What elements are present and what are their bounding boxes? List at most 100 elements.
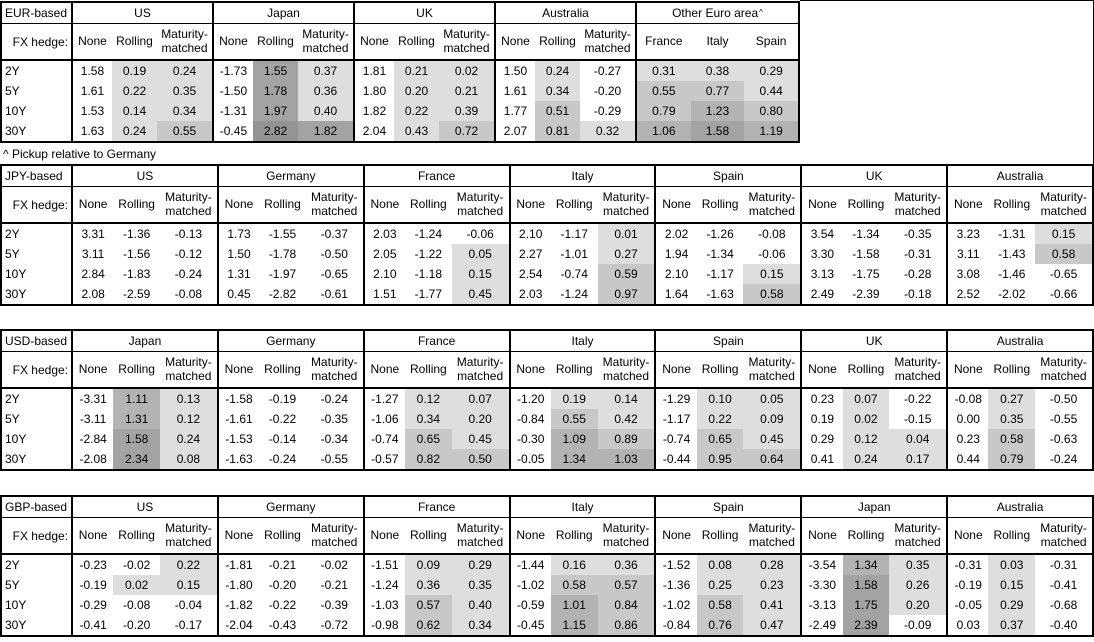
country-group-italy: Italy None Rolling Maturity-matched -1.44 0.1… — [508, 497, 655, 635]
data-row: -0.05 0.29 -0.68 — [948, 595, 1092, 615]
value-cell: -0.55 — [1049, 412, 1078, 426]
country-group-us: US None Rolling Maturity-matched 1.58 0.19 0.2… — [71, 3, 212, 141]
value-cell: 0.40 — [298, 101, 353, 121]
value-cell: 3.11 — [957, 247, 980, 261]
value-cell: 0.14 — [597, 389, 655, 409]
column-header: None — [516, 527, 546, 542]
value-cell: 1.50 — [503, 64, 528, 78]
value-cell: -0.65 — [1049, 267, 1078, 281]
data-row: 1.31 -1.97 -0.65 — [219, 264, 363, 284]
column-header: None — [224, 196, 254, 211]
value-cell: 0.21 — [439, 81, 494, 101]
value-cell: 0.01 — [597, 224, 655, 244]
country-group-japan: Japan None Rolling Maturity-matched -3.54 1.3… — [800, 497, 947, 635]
data-row: 2.03 -1.24 0.97 — [511, 284, 655, 304]
country-group-name: Australia — [948, 331, 1093, 352]
data-row: 3.08 -1.46 -0.65 — [948, 264, 1092, 284]
data-row: -1.81 -0.21 -0.02 — [219, 555, 363, 575]
value-cell: 0.55 — [157, 121, 212, 141]
value-cell: 1.19 — [744, 121, 798, 141]
table-eur-based: EUR-based FX hedge: 2Y 5Y 10Y 30Y US None Rollin… — [0, 1, 800, 143]
data-row: 1.73 -1.55 -0.37 — [219, 224, 363, 244]
value-cell: 1.78 — [252, 81, 299, 101]
data-row: 2.03 -1.24 -0.06 — [365, 224, 509, 244]
value-cell: 2.03 — [373, 227, 397, 241]
value-cell: -0.74 — [371, 432, 399, 446]
country-name: France — [417, 334, 456, 348]
column-header: None — [360, 33, 389, 48]
value-cell: -1.97 — [268, 267, 297, 281]
country-group-other-euro-area: Other Euro area ^ France Italy Spain 0.31 0.38… — [635, 3, 798, 141]
table-gbp-based: GBP-based FX hedge: 2Y 5Y 10Y 30Y US None Rollin… — [0, 495, 1094, 637]
tenor-row-label: 5Y — [5, 578, 20, 592]
column-header: Rolling — [701, 527, 739, 542]
data-row: 0.23 0.58 -0.63 — [948, 429, 1092, 449]
data-row: -1.02 0.58 0.57 — [511, 575, 655, 595]
country-name: France — [417, 500, 456, 514]
value-cell: -0.34 — [320, 432, 348, 446]
value-cell: -1.29 — [662, 392, 691, 406]
value-cell: 1.51 — [373, 287, 397, 301]
data-row: 0.31 0.38 0.29 — [637, 61, 798, 81]
value-cell: 1.23 — [690, 101, 745, 121]
value-cell: 0.45 — [451, 284, 509, 304]
value-cell: 0.26 — [889, 575, 947, 595]
label-column: GBP-based FX hedge: 2Y 5Y 10Y 30Y — [2, 497, 71, 635]
value-cell: 0.07 — [451, 389, 509, 409]
country-name: UK — [416, 6, 433, 20]
value-cell: -1.51 — [371, 558, 399, 572]
country-group-name: UK — [355, 3, 494, 24]
data-row: 0.03 0.37 -0.40 — [948, 615, 1092, 635]
data-row: -0.30 1.09 0.89 — [511, 429, 655, 449]
value-cell: 0.72 — [439, 121, 494, 141]
value-cell: 0.00 — [956, 412, 980, 426]
column-header: Rolling — [555, 527, 593, 542]
country-name: Italy — [571, 169, 594, 183]
data-row: -3.11 1.31 0.12 — [73, 409, 217, 429]
value-cell: -1.26 — [706, 227, 734, 241]
data-row: 1.51 -1.77 0.45 — [365, 284, 509, 304]
value-cell: -0.35 — [320, 412, 348, 426]
column-header: None — [219, 33, 248, 48]
value-cell: -1.20 — [517, 392, 545, 406]
value-cell: -0.15 — [904, 412, 932, 426]
value-cell: 0.02 — [439, 61, 494, 81]
value-cell: -1.83 — [122, 267, 151, 281]
value-cell: -0.19 — [268, 392, 297, 406]
value-cell: 0.41 — [743, 595, 801, 615]
value-cell: -3.31 — [79, 392, 107, 406]
value-cell: -0.08 — [122, 598, 151, 612]
column-header: Maturity-matched — [456, 521, 504, 549]
value-cell: 0.29 — [810, 432, 835, 446]
column-header: None — [808, 196, 837, 211]
value-cell: 0.65 — [404, 429, 452, 449]
value-cell: -1.81 — [225, 558, 253, 572]
value-cell: 0.24 — [842, 449, 890, 469]
country-group-spain: Spain None Rolling Maturity-matched -1.29 0.1… — [654, 331, 801, 469]
data-row: 0.29 0.12 0.04 — [802, 429, 947, 449]
fx-hedge-label: FX hedge: — [2, 187, 71, 224]
country-group-germany: Germany None Rolling Maturity-matched -1.81-… — [216, 497, 363, 635]
value-cell: -0.40 — [1049, 618, 1078, 632]
value-cell: 0.20 — [889, 595, 947, 615]
value-cell: -0.04 — [174, 598, 203, 612]
column-header: Maturity-matched — [748, 521, 796, 549]
country-group-france: France None Rolling Maturity-matched 2.03 -1.… — [362, 166, 509, 304]
value-cell: 1.64 — [664, 287, 689, 301]
country-group-name: UK — [802, 166, 947, 187]
column-header: None — [370, 196, 400, 211]
value-cell: -1.17 — [560, 227, 588, 241]
column-header: None — [224, 361, 254, 376]
data-row: 2.07 0.81 0.32 — [496, 121, 635, 141]
base-currency-label: GBP-based — [2, 497, 71, 518]
column-headers: None Rolling Maturity-matched — [656, 352, 801, 389]
country-name: Italy — [571, 334, 594, 348]
data-row: 2.10 -1.17 0.01 — [511, 224, 655, 244]
column-header: Maturity-matched — [456, 355, 504, 383]
value-cell: 0.45 — [451, 429, 509, 449]
column-header: Rolling — [539, 33, 576, 48]
data-row: -0.05 1.34 1.03 — [511, 449, 655, 469]
column-header: None — [516, 196, 546, 211]
column-headers: None Rolling Maturity-matched — [510, 518, 655, 555]
value-cell: 0.15 — [451, 264, 509, 284]
